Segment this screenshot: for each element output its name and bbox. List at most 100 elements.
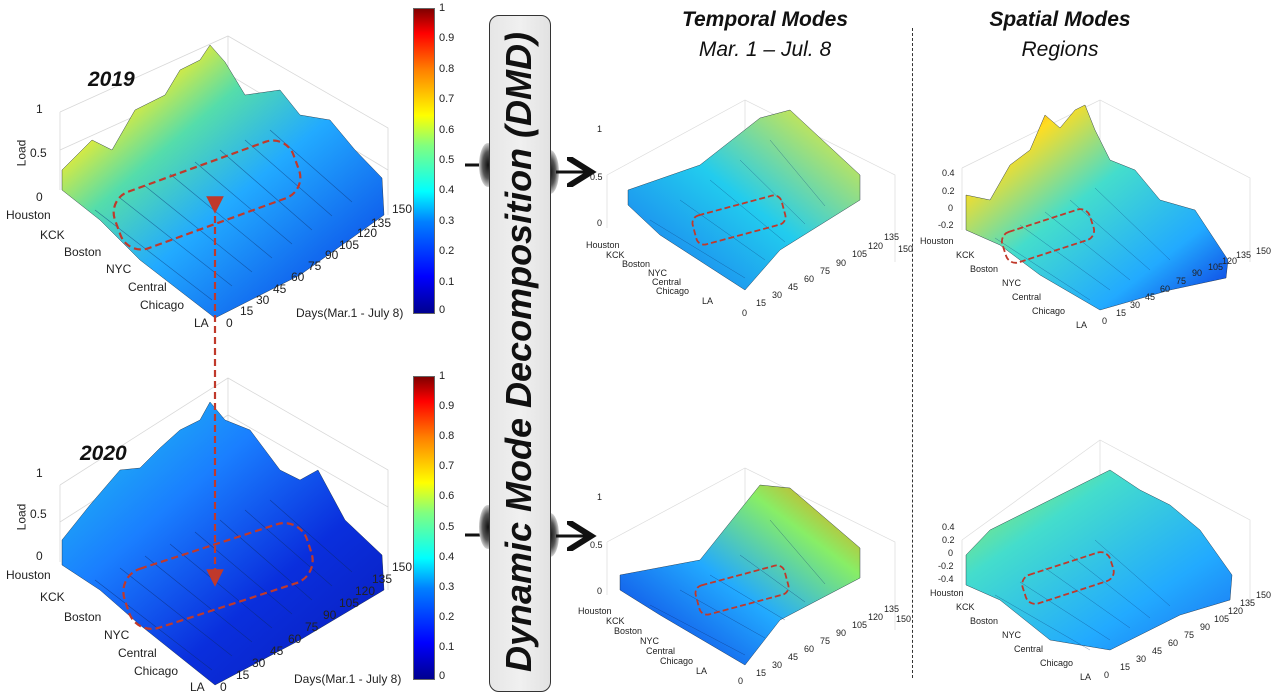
- z-tick: 0: [36, 190, 43, 204]
- region-label: LA: [190, 680, 205, 694]
- colorbar-tick: 0.9: [439, 400, 455, 412]
- z-tick: 0.5: [590, 540, 603, 550]
- z-tick: -0.2: [938, 220, 954, 230]
- region-label: KCK: [606, 616, 625, 626]
- day-tick: 135: [372, 572, 393, 586]
- highlight-box-temporal-bottom: [694, 564, 790, 616]
- region-label: Central: [118, 646, 157, 660]
- dmd-box: [489, 15, 551, 692]
- day-tick: 60: [1160, 284, 1171, 294]
- day-tick: 135: [1240, 598, 1256, 608]
- day-tick: 30: [252, 656, 266, 670]
- day-tick: 150: [392, 560, 413, 574]
- region-label: Chicago: [1032, 306, 1066, 316]
- z-tick: 0: [597, 586, 603, 596]
- day-tick: 0: [1102, 316, 1108, 326]
- region-label: NYC: [648, 268, 668, 278]
- day-tick: 150: [896, 614, 912, 624]
- day-tick: 120: [355, 584, 376, 598]
- colorbar-tick: 1: [439, 370, 446, 382]
- z-tick: -0.2: [938, 561, 954, 571]
- colorbar-gradient: [413, 376, 435, 680]
- colorbar-tick: 0.7: [439, 93, 455, 105]
- region-label: Boston: [970, 264, 999, 274]
- day-tick: 45: [1145, 292, 1156, 302]
- day-tick: 120: [868, 612, 884, 622]
- day-tick: 75: [308, 259, 322, 273]
- colorbar-tick: 0.1: [439, 276, 455, 288]
- colorbar-tick: 0.5: [439, 521, 455, 533]
- region-label: Chicago: [1040, 658, 1074, 668]
- colorbar-tick: 0.3: [439, 215, 455, 227]
- day-tick: 105: [339, 238, 360, 252]
- colorbar-tick: 0: [439, 670, 446, 682]
- z-tick: 0: [36, 549, 43, 563]
- day-tick: 45: [270, 644, 284, 658]
- colorbar-tick: 0.6: [439, 124, 455, 136]
- z-tick: 0.5: [590, 172, 603, 182]
- day-tick: 90: [836, 628, 847, 638]
- spatial-title: Spatial Modes: [989, 8, 1131, 31]
- colorbar-tick: 0.2: [439, 611, 455, 623]
- plot-temporal-bottom: [606, 467, 896, 666]
- day-tick: 105: [339, 596, 360, 610]
- day-tick: 0: [220, 680, 227, 694]
- day-tick: 30: [772, 290, 783, 300]
- highlight-box-spatial-top: [1001, 208, 1095, 264]
- z-tick: 0.4: [942, 522, 955, 532]
- day-tick: 0: [738, 676, 744, 686]
- region-label: Central: [1014, 644, 1044, 654]
- day-tick: 60: [804, 644, 815, 654]
- z-tick: 0.4: [942, 168, 955, 178]
- day-tick: 30: [772, 660, 783, 670]
- highlight-box-temporal-top: [691, 194, 787, 246]
- z-tick: 1: [597, 124, 603, 134]
- region-label: KCK: [956, 602, 975, 612]
- day-tick: 15: [1120, 662, 1131, 672]
- surface-2019: [61, 44, 385, 319]
- z-tick: 1: [597, 492, 603, 502]
- day-tick: 120: [868, 241, 884, 251]
- day-tick: 120: [1228, 606, 1244, 616]
- day-tick: 90: [323, 608, 337, 622]
- z-tick: 0: [597, 218, 603, 228]
- region-label: Houston: [930, 588, 964, 598]
- z-axis-label-2019: Load: [14, 139, 29, 167]
- colorbar-tick: 0.2: [439, 245, 455, 257]
- z-tick: 0: [948, 548, 954, 558]
- colorbar-tick: 0.4: [439, 184, 455, 196]
- z-tick: 0.2: [942, 186, 955, 196]
- day-tick: 45: [1152, 646, 1163, 656]
- day-tick: 60: [288, 632, 302, 646]
- z-tick: 0.2: [942, 535, 955, 545]
- colorbar-gradient: [413, 8, 435, 314]
- day-tick: 75: [1184, 630, 1195, 640]
- region-label: Chicago: [656, 286, 690, 296]
- year-label-2020: 2020: [80, 442, 127, 465]
- colorbar-tick: 0.9: [439, 32, 455, 44]
- day-tick: 75: [305, 620, 319, 634]
- region-label: Chicago: [134, 664, 179, 678]
- year-label-2019: 2019: [88, 68, 135, 91]
- z-axis-label-2020: Load: [14, 503, 29, 531]
- day-tick: 135: [884, 232, 900, 242]
- region-label: Boston: [614, 626, 643, 636]
- colorbar-tick: 0.1: [439, 641, 455, 653]
- day-tick: 60: [1168, 638, 1179, 648]
- day-tick: 45: [788, 652, 799, 662]
- surface-spatial-bottom: [965, 469, 1233, 651]
- day-tick: 150: [1256, 590, 1272, 600]
- region-label: Boston: [970, 616, 999, 626]
- colorbar-2020: 1 0.9 0.8 0.7 0.6 0.5 0.4 0.3 0.2 0.1 0: [413, 370, 473, 682]
- region-label: Houston: [6, 208, 51, 222]
- plot-spatial-bottom: [961, 439, 1251, 651]
- day-tick: 135: [884, 604, 900, 614]
- day-tick: 30: [1130, 300, 1141, 310]
- day-tick: 150: [392, 202, 413, 216]
- z-tick: 1: [36, 102, 43, 116]
- region-label: Chicago: [660, 656, 694, 666]
- colorbar-tick: 0.7: [439, 460, 455, 472]
- plot-temporal-top: [606, 99, 896, 291]
- region-label: LA: [696, 666, 708, 676]
